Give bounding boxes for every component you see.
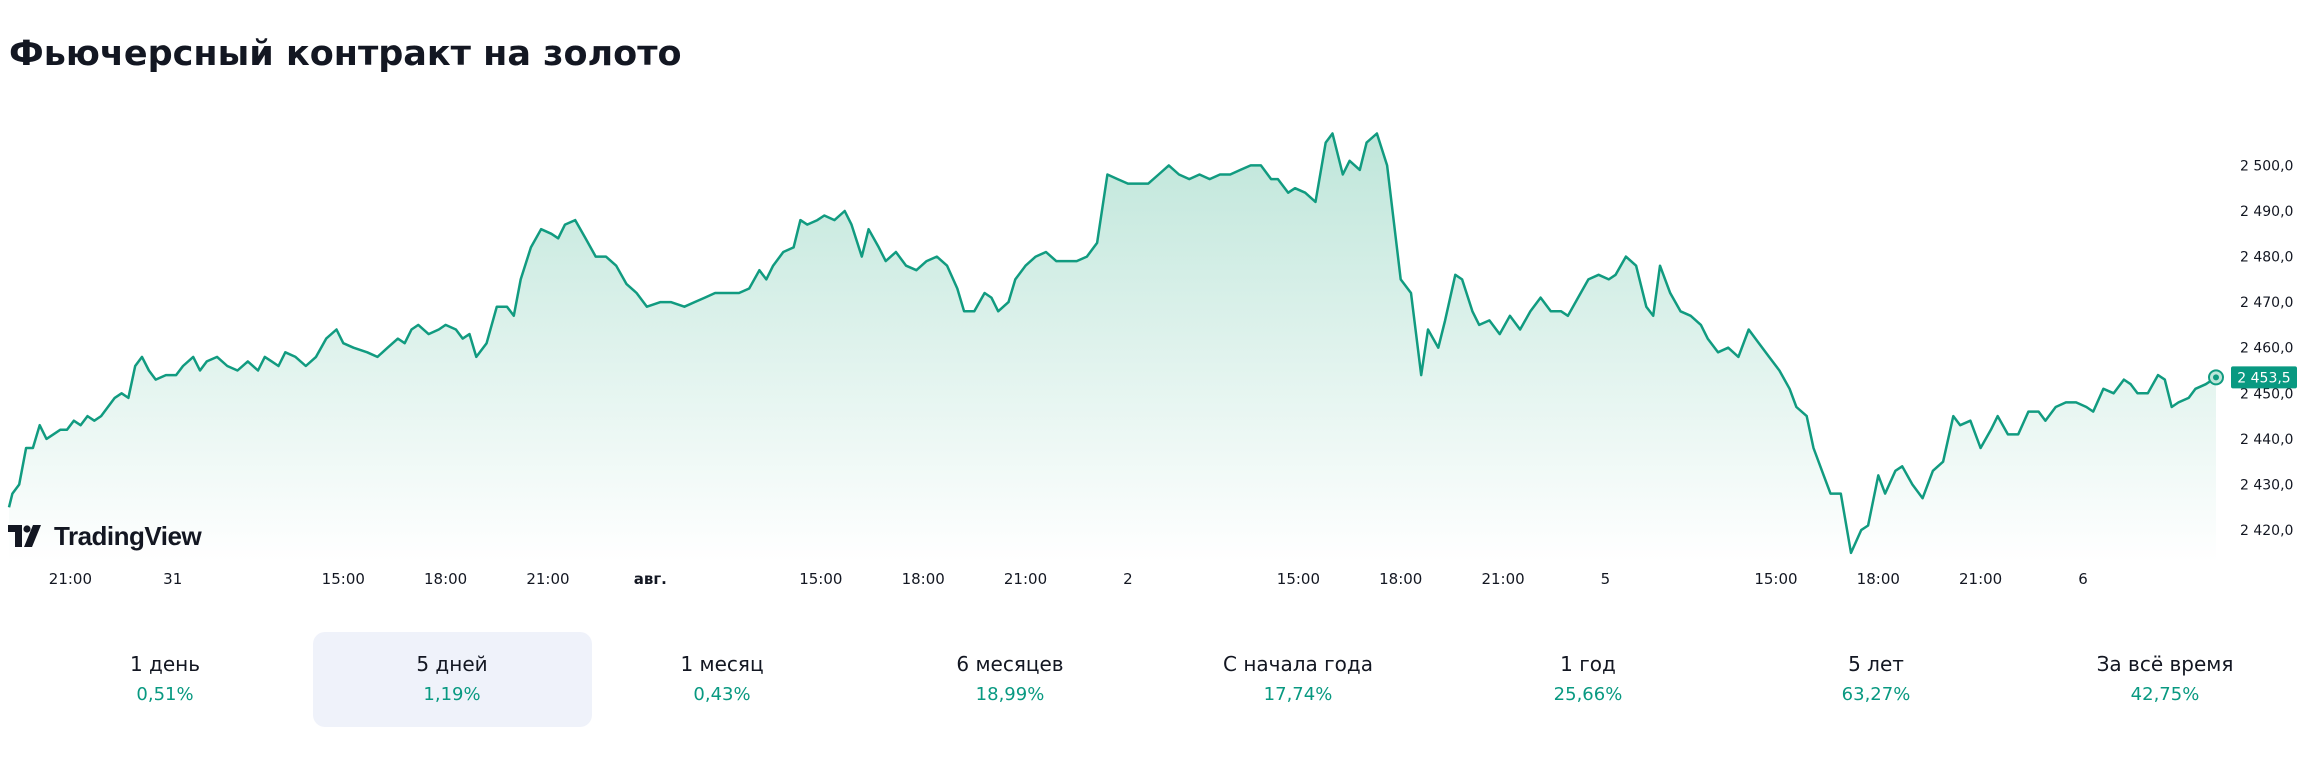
x-tick-label: 6	[2078, 570, 2088, 588]
period-tab[interactable]: 1 день 0,51%	[26, 632, 305, 727]
price-chart[interactable]: 2 500,0 2 490,0 2 480,0 2 470,0 2 460,0 2 450…	[0, 0, 2316, 600]
y-tick-label: 2 470,0	[2240, 295, 2293, 311]
period-tab[interactable]: 6 месяцев 18,99%	[871, 632, 1150, 727]
x-tick-label: 15:00	[1277, 570, 1320, 588]
period-label: 1 год	[1560, 652, 1616, 676]
y-tick-label: 2 460,0	[2240, 341, 2293, 357]
price-line	[7, 132, 2217, 555]
period-change: 18,99%	[975, 684, 1045, 705]
x-tick-label: 15:00	[322, 570, 365, 588]
page-title: Фьючерсный контракт на золото	[9, 34, 682, 74]
period-tab[interactable]: За всё время 42,75%	[2026, 632, 2305, 727]
period-tab[interactable]: 5 лет 63,27%	[1737, 632, 2016, 727]
period-change: 1,19%	[423, 684, 481, 705]
y-tick-label: 2 500,0	[2240, 158, 2293, 174]
period-label: 5 лет	[1848, 652, 1904, 676]
x-tick-label: авг.	[634, 570, 667, 588]
period-change: 17,74%	[1263, 684, 1333, 705]
period-change: 0,51%	[136, 684, 194, 705]
x-tick-label: 15:00	[1754, 570, 1797, 588]
period-label: С начала года	[1223, 652, 1373, 676]
last-price-marker: 2 453,5	[2208, 366, 2297, 389]
x-tick-label: 18:00	[424, 570, 467, 588]
x-tick-label: 31	[163, 570, 182, 588]
x-tick-label: 21:00	[526, 570, 569, 588]
y-tick-label: 2 450,0	[2240, 386, 2293, 402]
x-tick-label: 21:00	[1959, 570, 2002, 588]
last-price-label: 2 453,5	[2237, 370, 2290, 386]
period-label: 5 дней	[416, 652, 488, 676]
x-tick-label: 2	[1123, 570, 1133, 588]
tradingview-logo-icon	[8, 525, 41, 547]
x-tick-label: 15:00	[799, 570, 842, 588]
tradingview-logo[interactable]: TradingView	[8, 520, 202, 552]
x-tick-label: 18:00	[1379, 570, 1422, 588]
y-tick-label: 2 490,0	[2240, 204, 2293, 220]
y-tick-label: 2 420,0	[2240, 523, 2293, 539]
last-price-dot	[2213, 374, 2219, 381]
period-label: 1 день	[129, 652, 201, 676]
tradingview-logo-text: TradingView	[54, 520, 202, 551]
y-tick-label: 2 440,0	[2240, 432, 2293, 448]
x-tick-label: 18:00	[1857, 570, 1900, 588]
y-tick-label: 2 480,0	[2240, 250, 2293, 266]
period-tab[interactable]: 1 месяц 0,43%	[583, 632, 862, 727]
period-label: 6 месяцев	[956, 652, 1064, 676]
x-tick-label: 21:00	[1004, 570, 1047, 588]
period-change: 0,43%	[693, 684, 751, 705]
x-tick-label: 5	[1601, 570, 1611, 588]
price-area-fill	[9, 133, 2216, 562]
period-tab[interactable]: С начала года 17,74%	[1159, 632, 1438, 727]
x-axis: 21:00 31 15:00 18:00 21:00 авг. 15:00 18:00 21:0…	[49, 570, 2088, 588]
x-tick-label: 18:00	[902, 570, 945, 588]
last-price-badge	[2231, 366, 2297, 389]
period-tab[interactable]: 1 год 25,66%	[1449, 632, 1728, 727]
x-tick-label: 21:00	[1481, 570, 1524, 588]
period-tab[interactable]: 5 дней 1,19%	[312, 632, 592, 727]
x-tick-label: 21:00	[49, 570, 92, 588]
period-change: 42,75%	[2130, 684, 2200, 705]
period-change: 63,27%	[1841, 684, 1911, 705]
period-selector: 1 день 0,51% 5 дней 1,19% 1 месяц 0,43% 6 меся…	[0, 632, 2316, 727]
period-label: За всё время	[2096, 652, 2234, 676]
period-change: 25,66%	[1553, 684, 1623, 705]
y-tick-label: 2 430,0	[2240, 478, 2293, 494]
y-axis: 2 500,0 2 490,0 2 480,0 2 470,0 2 460,0 2 450…	[2240, 158, 2293, 539]
period-label: 1 месяц	[680, 652, 764, 676]
